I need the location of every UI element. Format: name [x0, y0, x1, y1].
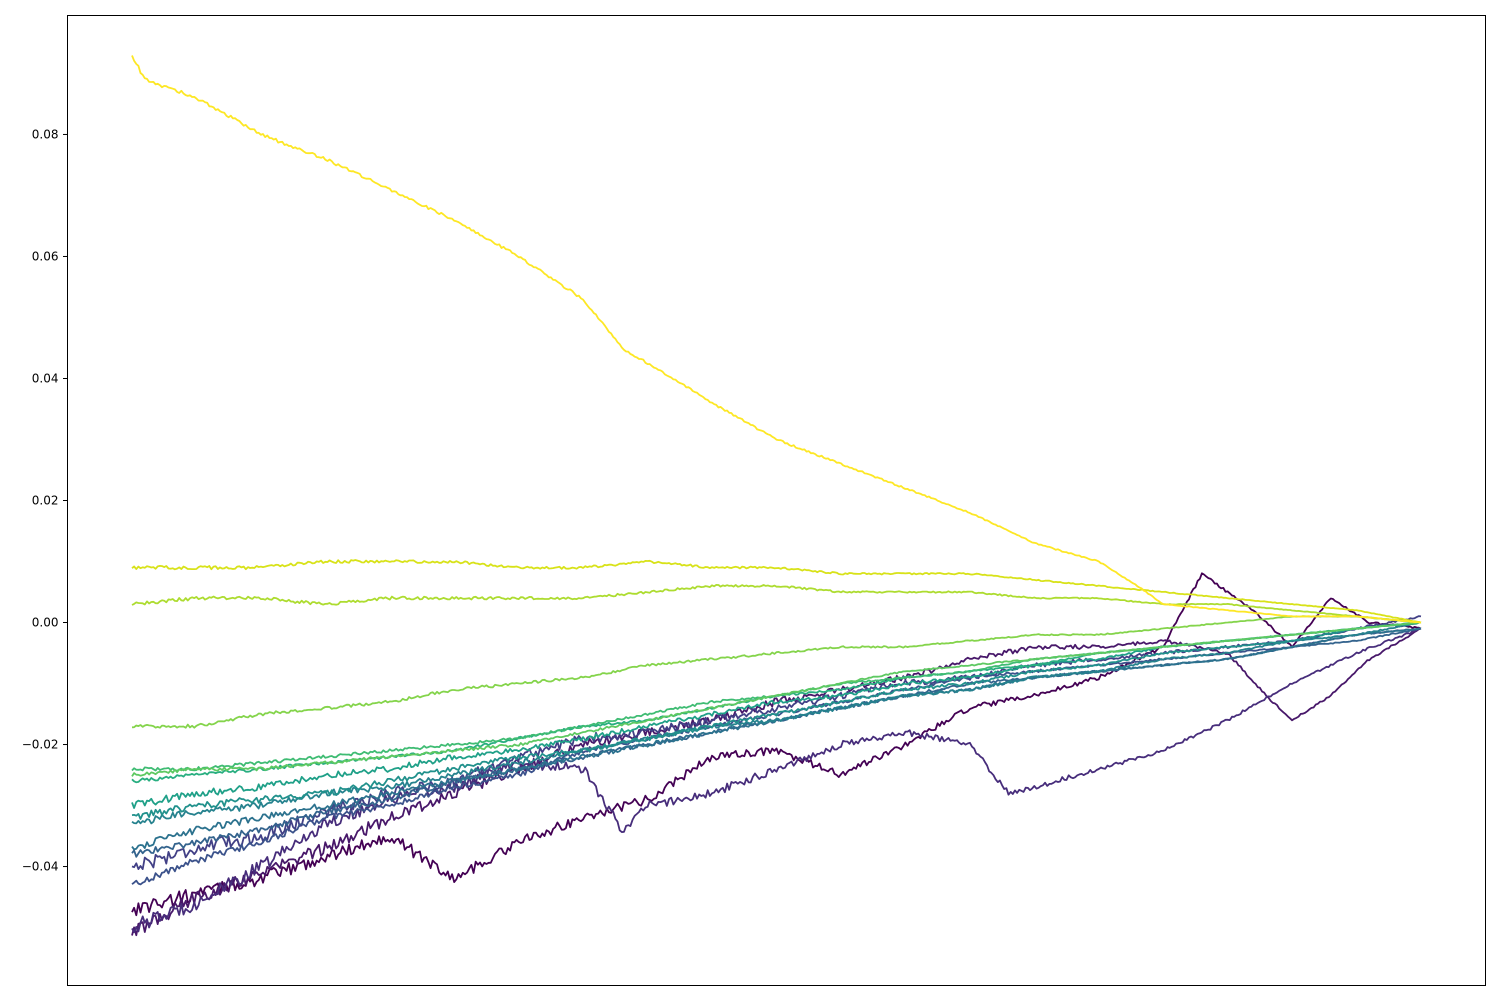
- y-tick-label: 0.00: [32, 616, 59, 630]
- series-line-14: [131, 615, 1422, 729]
- y-tick-label: 0.02: [32, 494, 59, 508]
- y-tick-label: 0.06: [32, 249, 59, 263]
- series-line-15: [131, 584, 1422, 624]
- series-line-3: [131, 627, 1422, 934]
- y-axis: −0.04 −0.02 0.00 0.02 0.04 0.06 0.08: [22, 127, 68, 874]
- y-tick-label: 0.08: [32, 127, 59, 141]
- series-line-17: [131, 55, 1422, 624]
- y-tick-label: 0.04: [32, 371, 59, 385]
- series-line-13: [131, 621, 1422, 777]
- y-tick-label: −0.04: [22, 860, 59, 874]
- series-line-16: [131, 559, 1422, 624]
- y-tick-label: −0.02: [22, 738, 59, 752]
- series-line-9: [131, 621, 1422, 820]
- series-lines: [131, 55, 1422, 937]
- plot-frame: [67, 15, 1486, 986]
- series-line-1: [131, 572, 1422, 917]
